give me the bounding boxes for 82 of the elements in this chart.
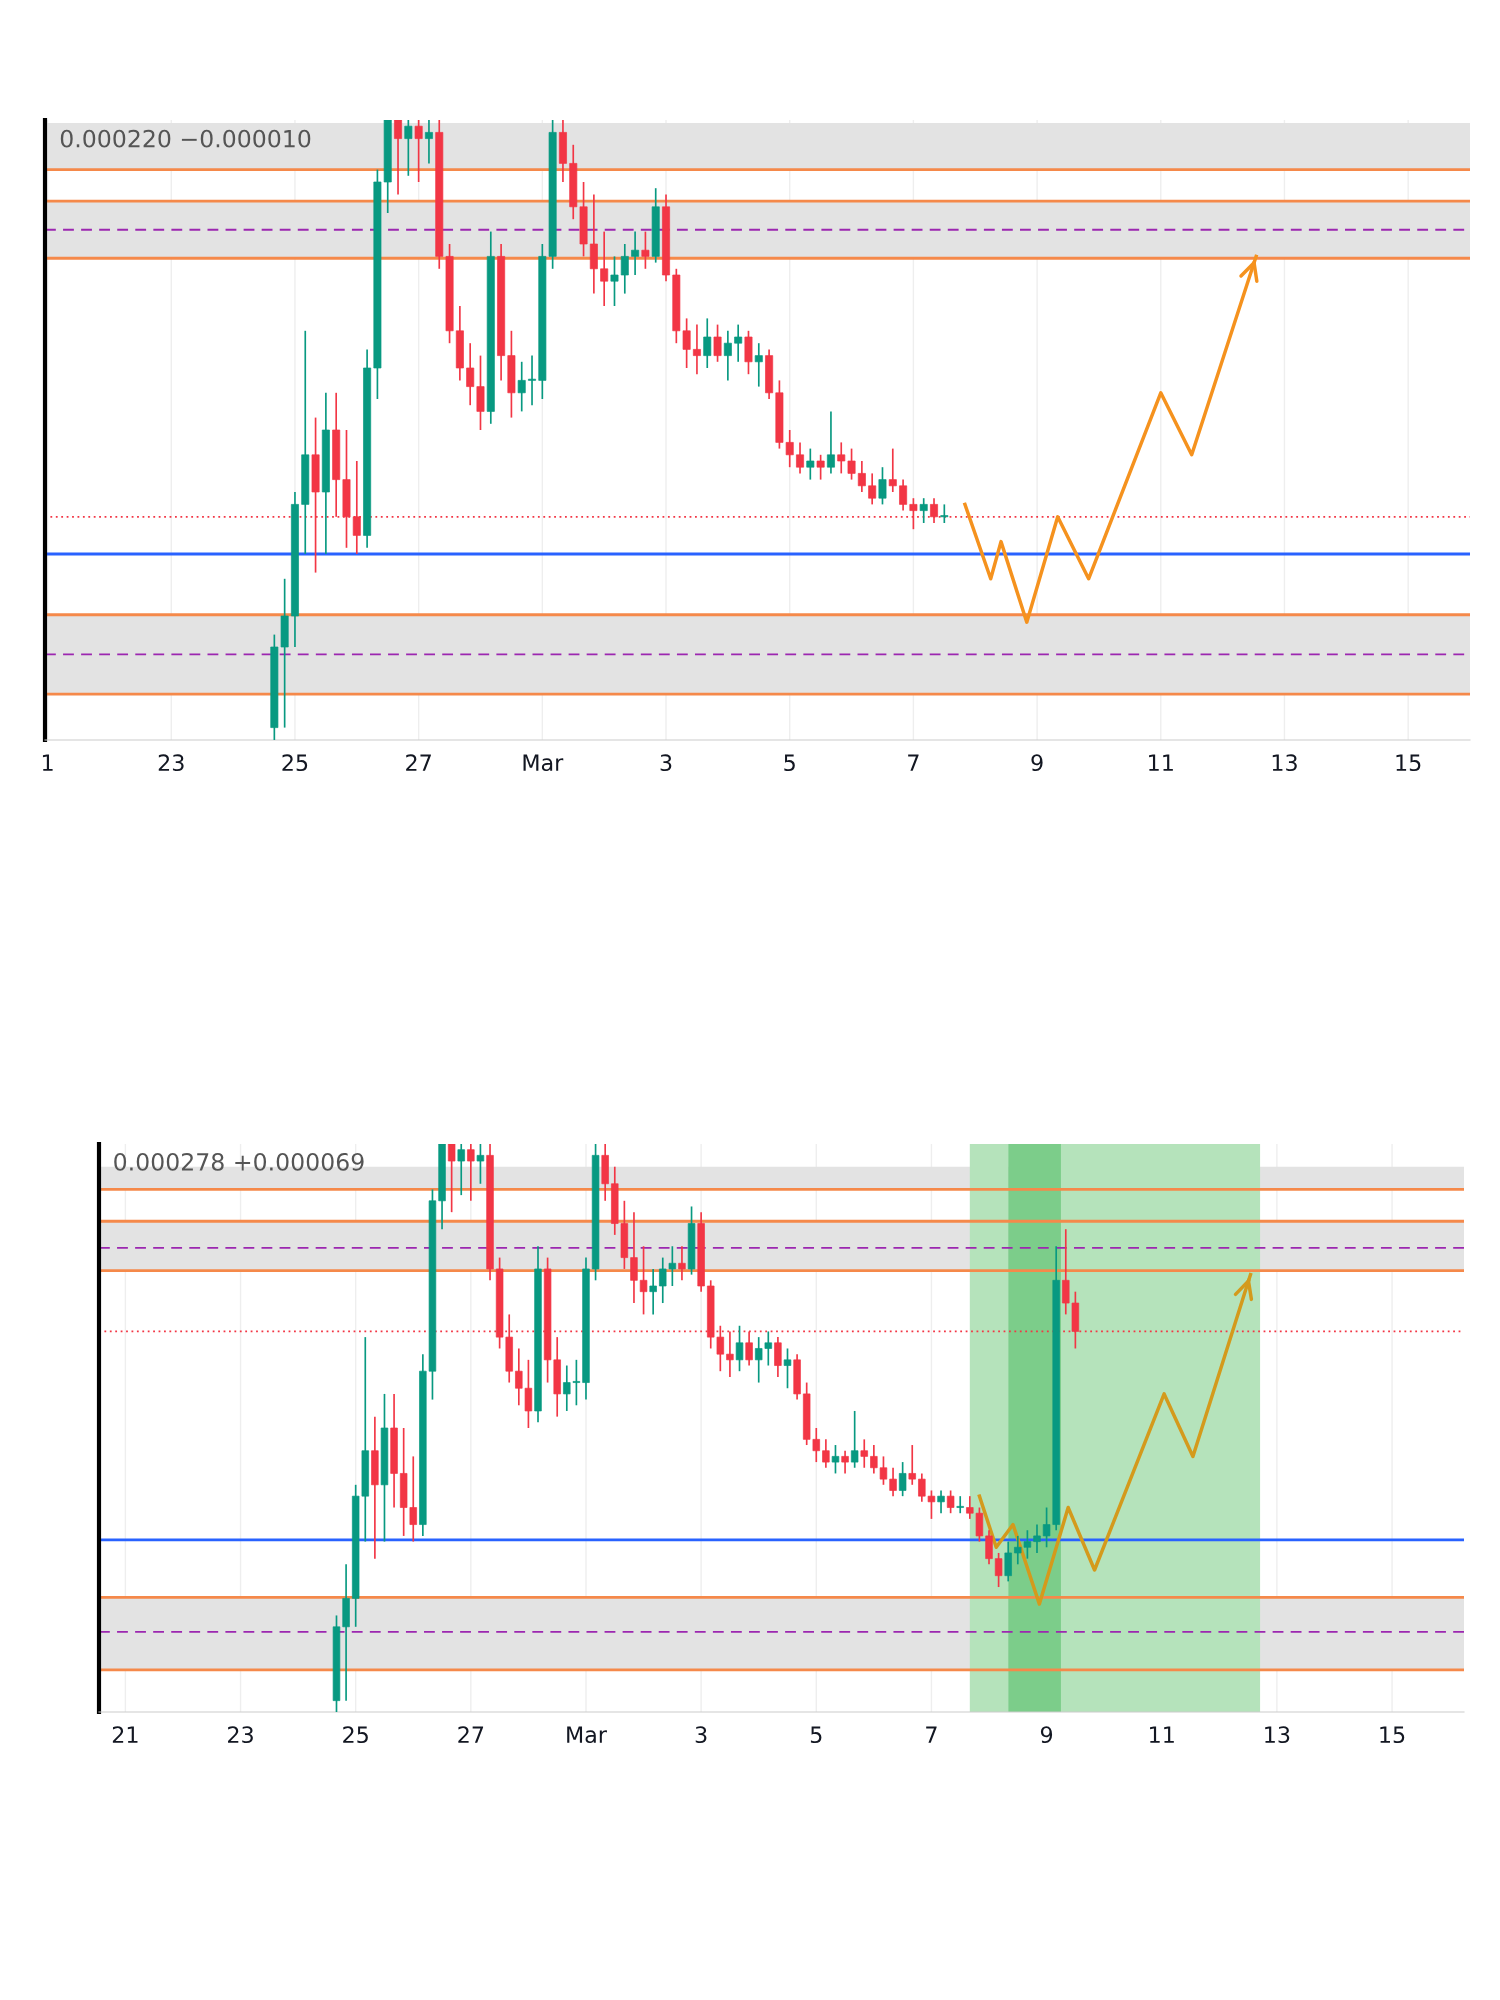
candlestick (735, 1324, 744, 1373)
candlestick (826, 410, 835, 475)
x-tick-label: 3 (660, 754, 672, 772)
x-tick-label: 9 (1040, 1726, 1053, 1744)
candlestick (620, 243, 629, 295)
candlestick (860, 1438, 868, 1469)
candlestick (639, 1245, 648, 1316)
x-tick-label: 27 (406, 754, 431, 771)
x-tick-label: 1 (42, 754, 53, 771)
x-tick-label: 13 (1265, 1726, 1290, 1744)
candlestick (754, 342, 763, 388)
candlestick (457, 1144, 465, 1196)
annotation: 0.000220 −0.000010 (60, 129, 311, 148)
candlestick (414, 120, 423, 183)
candlestick (678, 1245, 686, 1282)
candlestick (857, 460, 866, 493)
candlestick (774, 1336, 782, 1378)
candlestick (703, 317, 712, 369)
candlestick (649, 1268, 657, 1316)
annotation: 0.000278 +0.000069 (114, 1152, 364, 1171)
candlestick (692, 323, 701, 376)
candlestick (908, 1444, 916, 1486)
candlestick (946, 1489, 955, 1515)
candlestick (822, 1438, 830, 1469)
candlestick (631, 230, 640, 276)
candlestick (723, 329, 732, 382)
x-tick-label: 13 (1272, 754, 1297, 772)
candlestick (956, 1495, 964, 1515)
x-tick-label: 7 (926, 1726, 937, 1743)
candlestick (898, 1461, 907, 1497)
candlestick (783, 1347, 792, 1390)
candlestick (734, 323, 743, 363)
x-tick-label: 11 (1149, 754, 1173, 771)
candlestick (796, 441, 804, 475)
x-tick-label: 9 (1031, 754, 1043, 772)
candlestick (394, 120, 402, 196)
candlestick (889, 1466, 897, 1497)
candlestick (919, 497, 928, 524)
candlestick (610, 255, 619, 307)
x-tick-label: Mar (567, 1726, 607, 1744)
candlestick (352, 460, 361, 555)
candlestick (899, 478, 908, 512)
candlestick (806, 447, 815, 481)
candlestick (467, 1144, 475, 1202)
candlestick (424, 120, 433, 165)
x-tick-label: 23 (158, 754, 184, 772)
candlestick (940, 503, 949, 524)
candlestick (888, 447, 897, 493)
candlestick (466, 342, 475, 407)
x-tick-label: 7 (908, 754, 919, 771)
candlestick (447, 1144, 456, 1213)
candlestick (816, 453, 825, 481)
x-tick-label: 25 (282, 754, 308, 772)
candlestick (1033, 1523, 1041, 1554)
candlestick (630, 1211, 638, 1304)
candlestick (841, 1449, 849, 1475)
x-tick-label: 5 (784, 754, 795, 772)
candlestick (713, 323, 722, 363)
candlestick (831, 1444, 840, 1475)
candlestick (850, 1410, 859, 1469)
x-tick-label: 27 (458, 1726, 484, 1743)
candlestick (868, 472, 877, 506)
x-tick-label: Mar (523, 754, 564, 772)
candlestick (517, 360, 526, 413)
candlestick (476, 1144, 485, 1185)
candlestick (878, 466, 887, 506)
candlestick (404, 120, 413, 177)
candlestick (985, 1529, 993, 1566)
candlestick (528, 354, 536, 407)
x-tick-label: 11 (1150, 1726, 1174, 1743)
x-tick-label: 15 (1380, 1726, 1405, 1744)
x-tick-label: 21 (112, 1726, 138, 1743)
candlestick (1004, 1540, 1012, 1583)
x-tick-label: 15 (1396, 754, 1421, 772)
candlestick (937, 1489, 945, 1515)
x-tick-label: 5 (810, 1726, 822, 1744)
x-tick-label: 25 (343, 1726, 368, 1744)
x-tick-label: 3 (695, 1726, 707, 1744)
x-tick-label: 23 (228, 1726, 253, 1744)
candlestick (994, 1552, 1003, 1588)
candlestick (641, 230, 650, 270)
candlestick (600, 230, 609, 307)
